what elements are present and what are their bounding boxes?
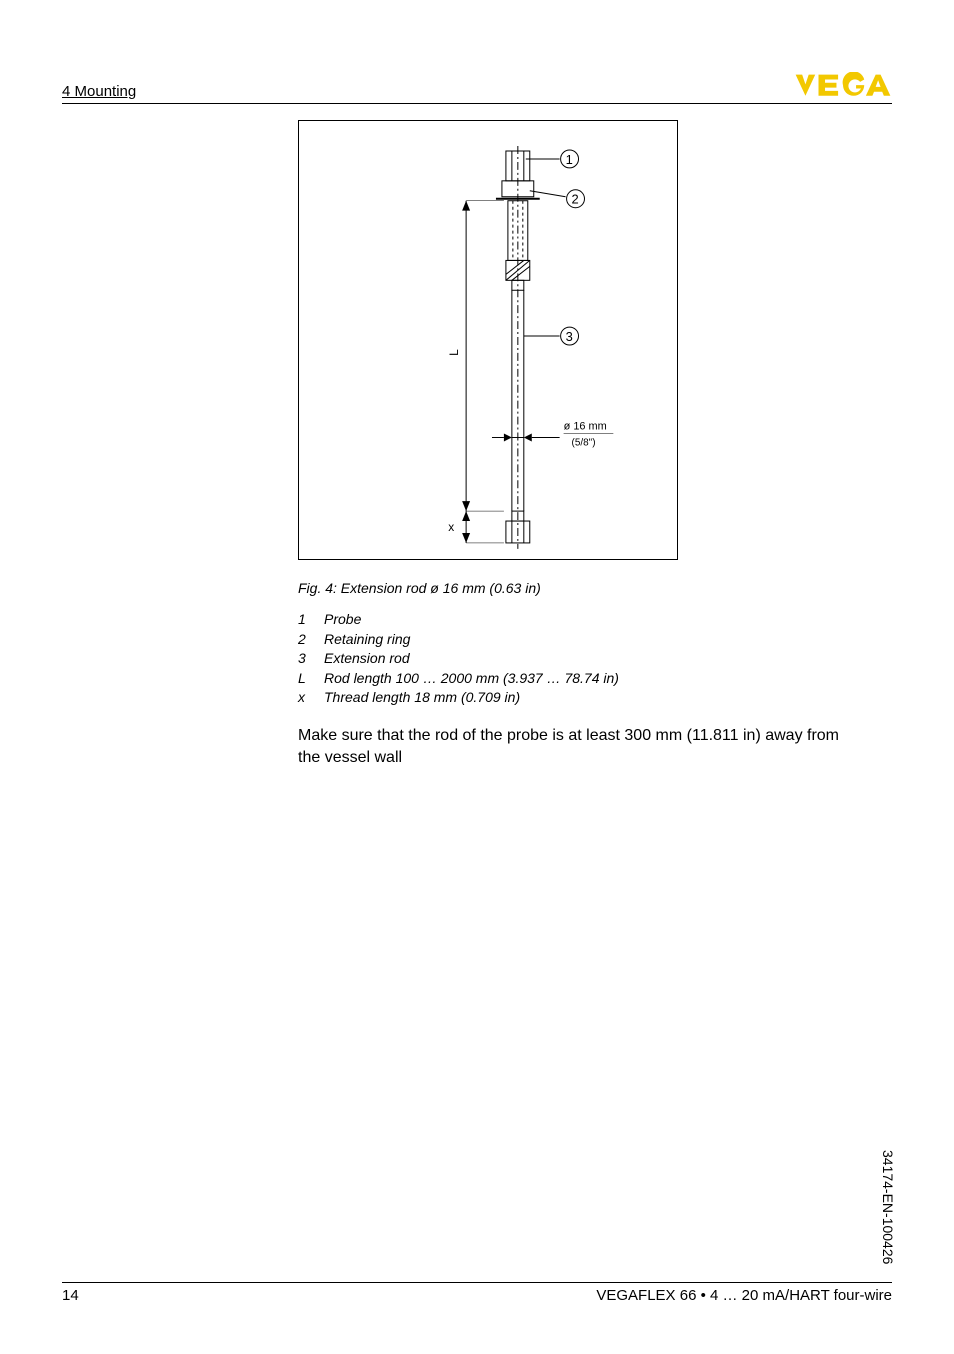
body-paragraph: Make sure that the rod of the probe is a… <box>298 725 843 768</box>
callout-1: 1 <box>566 152 573 167</box>
legend-row: 2Retaining ring <box>298 630 619 650</box>
figure-4: L x ø 16 mm (5/8") 1 2 3 <box>298 120 678 560</box>
legend-row: 1Probe <box>298 610 619 630</box>
callout-3: 3 <box>566 329 573 344</box>
diameter-label-2: (5/8") <box>572 437 596 448</box>
figure-caption: Fig. 4: Extension rod ø 16 mm (0.63 in) <box>298 580 541 596</box>
dim-label-L: L <box>447 349 461 356</box>
page-header: 4 Mounting <box>62 72 892 104</box>
legend-row: xThread length 18 mm (0.709 in) <box>298 688 619 708</box>
legend-row: 3Extension rod <box>298 649 619 669</box>
document-id: 34174-EN-100426 <box>880 1150 896 1264</box>
product-name: VEGAFLEX 66 • 4 … 20 mA/HART four-wire <box>596 1287 892 1304</box>
page-footer: 14 VEGAFLEX 66 • 4 … 20 mA/HART four-wir… <box>62 1282 892 1304</box>
extension-rod-diagram: L x ø 16 mm (5/8") 1 2 3 <box>299 121 677 559</box>
legend-row: LRod length 100 … 2000 mm (3.937 … 78.74… <box>298 669 619 689</box>
section-title: 4 Mounting <box>62 83 136 100</box>
figure-legend: 1Probe 2Retaining ring 3Extension rod LR… <box>298 610 619 708</box>
page-number: 14 <box>62 1287 79 1304</box>
diameter-label-1: ø 16 mm <box>564 421 607 433</box>
dim-label-x: x <box>448 520 454 534</box>
vega-logo <box>794 72 892 100</box>
callout-2: 2 <box>572 192 579 207</box>
